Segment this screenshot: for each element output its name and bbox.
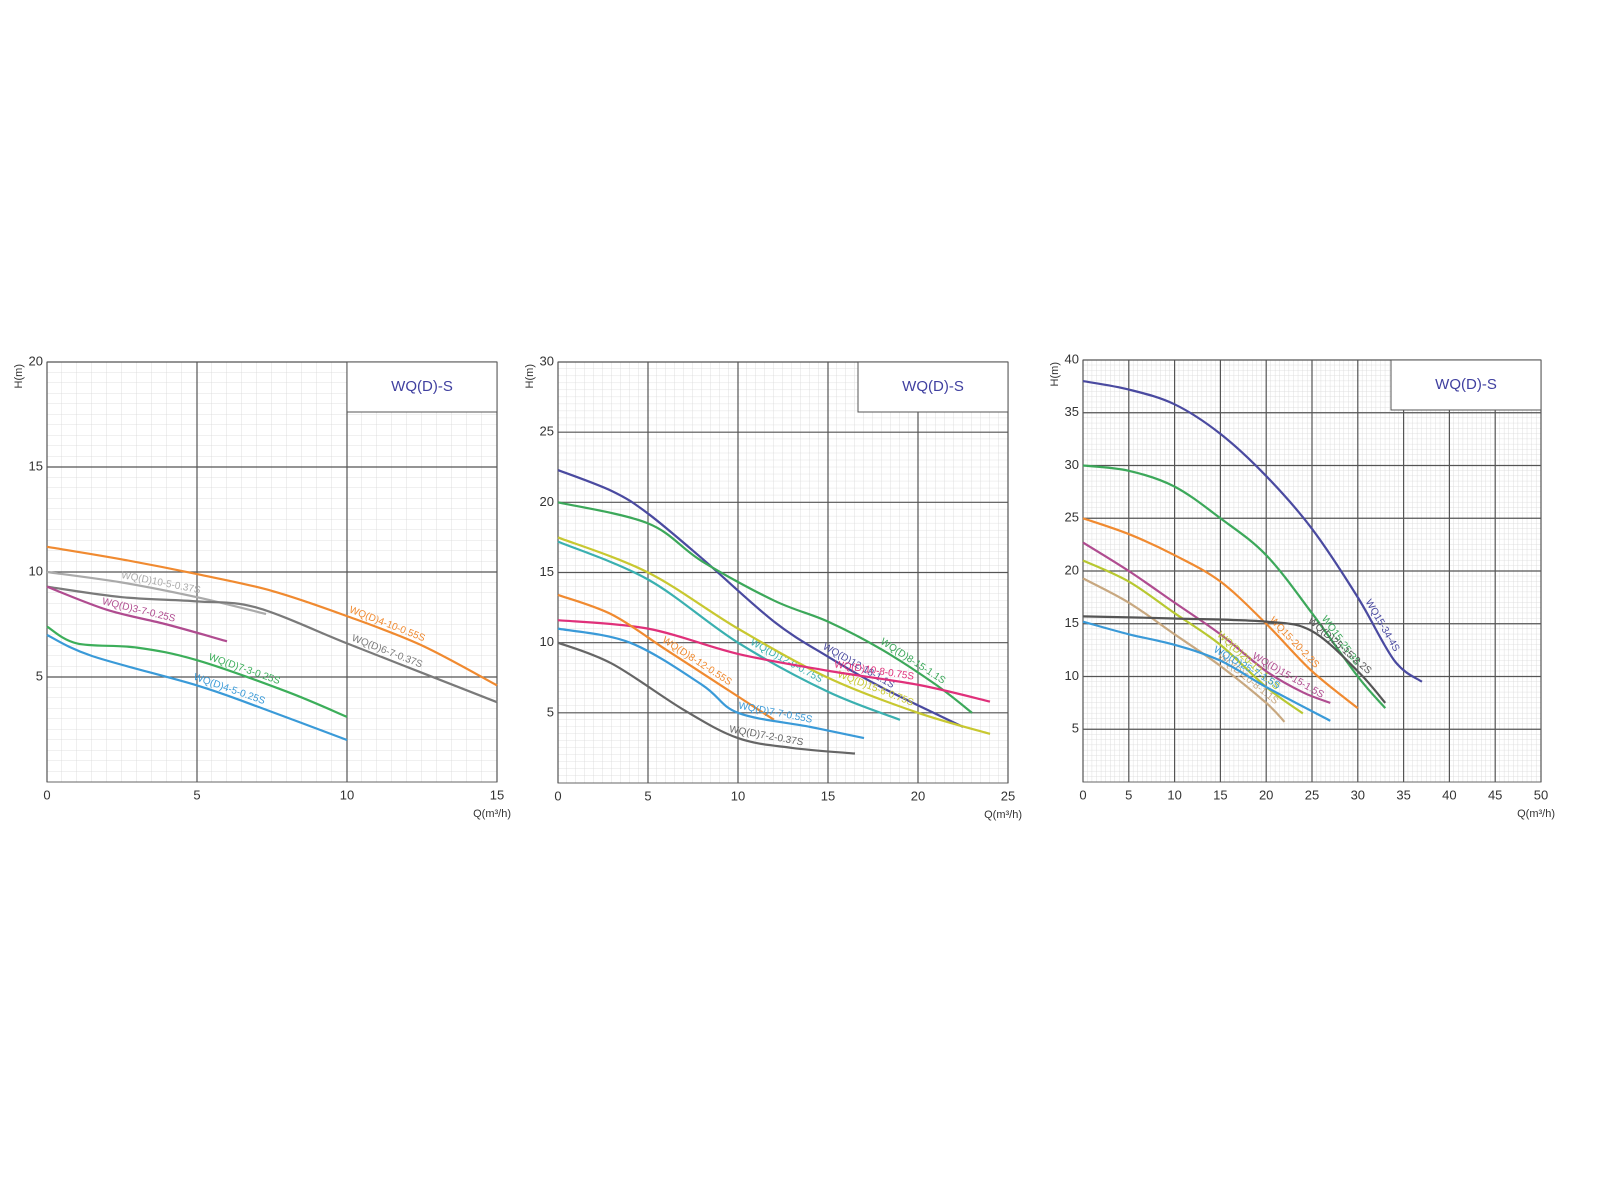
- x-tick-label: 20: [911, 788, 925, 803]
- x-tick-label: 25: [1001, 788, 1015, 803]
- x-axis-label: Q(m³/h): [984, 809, 1022, 821]
- series-line: [557, 501, 973, 714]
- x-tick-label: 15: [821, 788, 835, 803]
- x-tick-label: 30: [1351, 787, 1365, 802]
- y-tick-label: 5: [547, 704, 554, 719]
- y-axis-label: H(m): [1049, 362, 1061, 386]
- x-tick-label: 15: [490, 787, 504, 802]
- y-tick-label: 25: [540, 424, 554, 439]
- y-tick-label: 20: [1065, 562, 1079, 577]
- y-tick-label: 25: [1065, 510, 1079, 525]
- title-box: [346, 361, 498, 413]
- series-line: [46, 570, 267, 616]
- chart-title: WQ(D)-S: [902, 378, 964, 395]
- x-axis-label: Q(m³/h): [473, 808, 511, 820]
- chart-panel: 0 5 10 15 20 25 30 35 40 45 50 5 10 15 20 25 30 35 40 H(m) Q…: [1049, 351, 1555, 819]
- series-line: [1082, 464, 1387, 709]
- x-tick-label: 10: [1167, 787, 1181, 802]
- y-tick-label: 10: [29, 563, 43, 578]
- y-tick-label: 15: [1065, 615, 1079, 630]
- x-tick-label: 25: [1305, 787, 1319, 802]
- chart-title: WQ(D)-S: [391, 378, 453, 395]
- x-tick-label: 50: [1534, 787, 1548, 802]
- series-line: [1082, 541, 1331, 704]
- y-axis-label: H(m): [524, 364, 536, 388]
- series-line: [557, 641, 856, 755]
- series-line: [557, 536, 991, 735]
- title-box: [857, 361, 1009, 413]
- series-line: [46, 585, 228, 643]
- x-tick-label: 5: [1125, 787, 1132, 802]
- y-tick-label: 30: [540, 353, 554, 368]
- series-line: [46, 545, 498, 687]
- y-tick-label: 40: [1065, 351, 1079, 366]
- x-tick-label: 45: [1488, 787, 1502, 802]
- y-tick-label: 15: [540, 564, 554, 579]
- x-tick-label: 20: [1259, 787, 1273, 802]
- series-line: [557, 540, 901, 721]
- series-line: [46, 625, 348, 718]
- x-axis-label: Q(m³/h): [1517, 808, 1555, 820]
- title-box: [1390, 359, 1542, 411]
- y-tick-label: 5: [36, 668, 43, 683]
- y-tick-label: 10: [1065, 668, 1079, 683]
- series-line: [46, 585, 498, 704]
- chart-panel: 0 5 10 15 20 2551015202530H(m)Q(m³/h)WQ(D)-SW…: [524, 353, 1022, 820]
- y-tick-label: 20: [540, 494, 554, 509]
- y-tick-label: 15: [29, 458, 43, 473]
- x-tick-label: 5: [644, 788, 651, 803]
- y-tick-label: 20: [29, 353, 43, 368]
- y-axis-label: H(m): [13, 364, 25, 388]
- y-tick-label: 10: [540, 634, 554, 649]
- y-tick-label: 30: [1065, 457, 1079, 472]
- series-line: [46, 634, 348, 742]
- series-line: [1082, 615, 1387, 704]
- x-tick-label: 35: [1396, 787, 1410, 802]
- series-line: [1082, 620, 1331, 722]
- series-line: [557, 593, 775, 721]
- series-line: [1082, 577, 1286, 723]
- series-line: [557, 469, 964, 728]
- x-tick-label: 10: [340, 787, 354, 802]
- x-tick-label: 10: [731, 788, 745, 803]
- chart-title: WQ(D)-S: [1435, 376, 1497, 393]
- x-tick-label: 40: [1442, 787, 1456, 802]
- x-tick-label: 0: [43, 787, 50, 802]
- x-tick-label: 5: [193, 787, 200, 802]
- chart-panel: 0 5 10 155101520H(m)Q(m³/h)WQ(D)-SWQ(D)4-10…: [13, 353, 511, 819]
- y-tick-label: 35: [1065, 404, 1079, 419]
- series-line: [557, 627, 865, 740]
- x-tick-label: 0: [554, 788, 561, 803]
- series-line: [1082, 380, 1423, 683]
- series-line: [1082, 517, 1359, 710]
- x-tick-label: 0: [1079, 787, 1086, 802]
- x-tick-label: 15: [1213, 787, 1227, 802]
- series-line: [557, 619, 991, 703]
- y-tick-label: 5: [1072, 721, 1079, 736]
